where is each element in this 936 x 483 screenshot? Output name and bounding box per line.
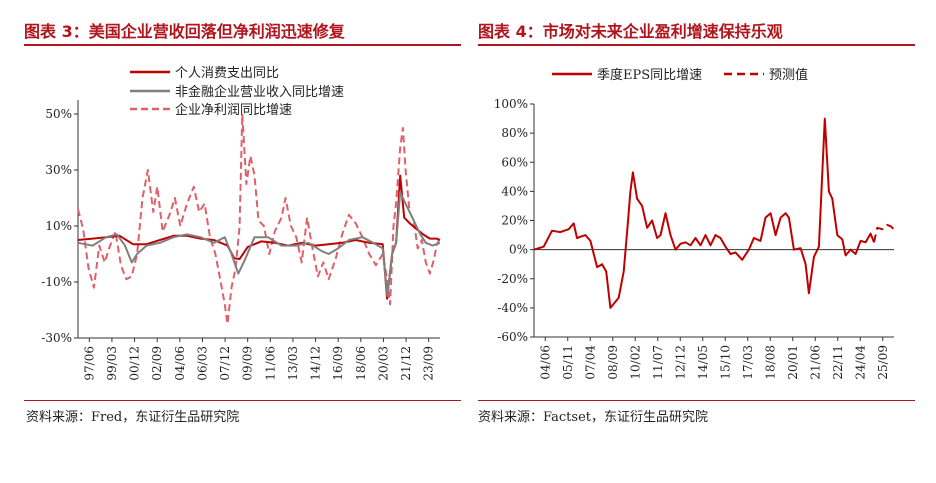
x-tick-label: 20/03 bbox=[376, 346, 390, 381]
x-tick-label: 04/06 bbox=[538, 345, 552, 380]
y-tick-label: -10% bbox=[41, 275, 72, 289]
left-title-rule bbox=[24, 44, 461, 46]
y-tick-label: 50% bbox=[45, 107, 72, 121]
x-tick-label: 02/09 bbox=[150, 346, 164, 381]
left-chart: 50% 30% 10% -10% -30% 97/06 99/03 00/12 02/09 04/… bbox=[41, 66, 441, 381]
left-chart-title: 图表 3：美国企业营收回落但净利润迅速修复 bbox=[24, 22, 345, 41]
y-tick-label: 0% bbox=[509, 243, 528, 257]
right-legend-label-1: 预测值 bbox=[769, 67, 808, 83]
y-tick-label: -60% bbox=[497, 330, 528, 344]
x-tick-label: 97/06 bbox=[82, 346, 96, 381]
x-tick-label: 14/12 bbox=[309, 346, 323, 381]
x-tick-label: 08/09 bbox=[606, 345, 620, 380]
x-tick-label: 16/09 bbox=[331, 346, 345, 381]
left-legend-label-1: 非金融企业营业收入同比增速 bbox=[175, 84, 344, 100]
x-tick-label: 07/12 bbox=[218, 346, 232, 381]
left-series-line-1 bbox=[77, 191, 441, 297]
right-source-rule bbox=[478, 400, 915, 401]
x-tick-label: 11/06 bbox=[263, 346, 277, 381]
x-tick-label: 00/12 bbox=[128, 346, 142, 381]
x-tick-label: 17/03 bbox=[741, 345, 755, 380]
x-tick-label: 25/09 bbox=[876, 345, 890, 380]
x-tick-label: 15/10 bbox=[718, 345, 732, 380]
right-source-note: 资料来源：Factset，东证衍生品研究院 bbox=[478, 410, 708, 425]
left-source-rule bbox=[24, 400, 461, 401]
x-tick-label: 24/04 bbox=[853, 345, 867, 380]
y-tick-label: 10% bbox=[45, 219, 72, 233]
x-tick-label: 21/06 bbox=[808, 345, 822, 380]
y-tick-label: 40% bbox=[501, 184, 528, 198]
x-tick-label: 04/06 bbox=[173, 346, 187, 381]
right-title-rule bbox=[478, 44, 915, 46]
x-tick-label: 12/12 bbox=[673, 345, 687, 380]
x-tick-label: 21/12 bbox=[399, 346, 413, 381]
right-series-line-1 bbox=[873, 223, 895, 243]
x-tick-label: 11/07 bbox=[651, 345, 665, 380]
x-tick-label: 10/02 bbox=[628, 345, 642, 380]
x-tick-label: 13/03 bbox=[286, 346, 300, 381]
y-tick-label: -30% bbox=[41, 331, 72, 345]
x-tick-label: 18/06 bbox=[354, 346, 368, 381]
right-series-line-0 bbox=[533, 117, 875, 309]
left-source-note: 资料来源：Fred，东证衍生品研究院 bbox=[26, 410, 240, 425]
x-tick-label: 23/09 bbox=[422, 346, 436, 381]
left-legend-label-2: 企业净利润同比增速 bbox=[175, 102, 292, 118]
x-tick-label: 99/03 bbox=[105, 346, 119, 381]
x-tick-label: 07/04 bbox=[583, 345, 597, 380]
right-chart-title: 图表 4：市场对未来企业盈利增速保持乐观 bbox=[478, 22, 783, 41]
y-tick-label: 60% bbox=[501, 155, 528, 169]
left-legend-label-0: 个人消费支出同比 bbox=[175, 66, 279, 81]
y-tick-label: -20% bbox=[497, 272, 528, 286]
x-tick-label: 06/03 bbox=[195, 346, 209, 381]
x-tick-label: 20/01 bbox=[786, 345, 800, 380]
right-chart: 100% 80% 60% 40% 20% 0% -20% -40% -60% 04/06 05/11… bbox=[494, 67, 895, 380]
x-tick-label: 14/05 bbox=[696, 345, 710, 380]
x-tick-label: 05/11 bbox=[561, 345, 575, 380]
right-legend-label-0: 季度EPS同比增速 bbox=[597, 67, 702, 83]
x-tick-label: 09/09 bbox=[241, 346, 255, 381]
x-tick-label: 22/11 bbox=[831, 345, 845, 380]
y-tick-label: 80% bbox=[501, 126, 528, 140]
y-tick-label: -40% bbox=[497, 301, 528, 315]
left-series-line-2 bbox=[77, 113, 441, 325]
y-tick-label: 30% bbox=[45, 163, 72, 177]
y-tick-label: 20% bbox=[501, 214, 528, 228]
y-tick-label: 100% bbox=[494, 97, 528, 111]
x-tick-label: 18/08 bbox=[763, 345, 777, 380]
